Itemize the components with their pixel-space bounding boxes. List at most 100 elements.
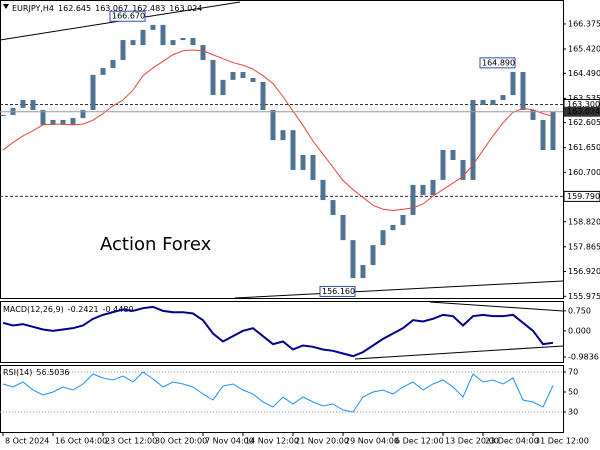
- candle: [520, 72, 526, 110]
- candle: [80, 109, 86, 119]
- annotation-label: 156.160: [322, 287, 355, 296]
- candle: [510, 72, 516, 96]
- candle: [160, 24, 166, 46]
- candle: [490, 100, 496, 106]
- candle: [300, 155, 306, 170]
- y-tick-label: 157.865: [568, 242, 600, 251]
- y-tick-label: 161.650: [568, 143, 600, 152]
- annotation-box: [319, 285, 356, 297]
- symbol-marker: [3, 4, 9, 9]
- series-line: [2, 371, 554, 413]
- candle: [210, 59, 216, 96]
- candle: [200, 45, 206, 60]
- candle: [340, 214, 346, 241]
- candle: [70, 118, 76, 125]
- candle: [320, 179, 326, 201]
- x-tick-label: 16 Oct 04:00: [55, 437, 107, 446]
- header-value: 163.067: [95, 4, 128, 13]
- panel-header: RSI(14) 56.5036: [3, 368, 70, 377]
- x-tick-label: 31 Dec 12:00: [535, 437, 589, 446]
- header-value: 162.483: [132, 4, 165, 13]
- header-value: -0.4480: [103, 305, 134, 314]
- candle: [60, 119, 66, 125]
- last-price-label: 163.024: [567, 107, 600, 116]
- candle: [350, 240, 356, 279]
- y-tick-label: 162.605: [568, 118, 600, 127]
- trend-line: [354, 345, 564, 360]
- indicator-name: MACD(12,26,9): [3, 305, 64, 314]
- candle: [310, 155, 316, 180]
- x-tick-label: 21 Nov 20:00: [295, 437, 349, 446]
- candle: [430, 179, 436, 196]
- candle: [540, 119, 546, 151]
- level-label: 163.300: [567, 100, 600, 109]
- annotation-label: 166.670: [112, 12, 145, 21]
- candle: [280, 130, 286, 141]
- x-tick-label: 23 Oct 12:00: [105, 437, 157, 446]
- candle: [30, 100, 36, 110]
- candle: [410, 184, 416, 215]
- x-tick-label: 6 Dec 12:00: [395, 437, 444, 446]
- candle: [150, 24, 156, 30]
- y-tick-label: 50: [568, 388, 578, 397]
- candle: [440, 150, 446, 180]
- y-tick-label: 165.420: [568, 44, 600, 53]
- y-tick-label: 163.535: [568, 94, 600, 103]
- candle: [240, 72, 246, 79]
- y-tick-label: 156.920: [568, 267, 600, 276]
- candle: [290, 130, 296, 170]
- candle: [530, 109, 536, 120]
- candle: [120, 40, 126, 60]
- x-tick-label: 13 Dec 20:00: [445, 437, 499, 446]
- candle: [500, 95, 506, 101]
- candle: [390, 224, 396, 231]
- y-tick-label: 30: [568, 408, 578, 417]
- candle: [40, 109, 46, 125]
- candle: [260, 81, 266, 110]
- annotation-box: [109, 10, 146, 22]
- series-line: [2, 49, 554, 212]
- candle: [470, 100, 476, 180]
- x-tick-label: 7 Nov 04:00: [205, 437, 254, 446]
- candle: [140, 29, 146, 46]
- indicator-name: RSI(14): [3, 368, 32, 377]
- panel-frame: [0, 301, 564, 363]
- candle: [480, 100, 486, 106]
- y-tick-label: 0.000: [568, 326, 591, 335]
- candle: [180, 37, 186, 41]
- y-tick-label: 158.820: [568, 217, 600, 226]
- candle: [130, 40, 136, 46]
- candle: [420, 184, 426, 196]
- y-tick-label: 0.750: [568, 306, 591, 315]
- annotation-box: [479, 57, 516, 69]
- candle: [550, 111, 556, 151]
- candle: [460, 159, 466, 180]
- trend-line: [429, 301, 564, 312]
- level-box: [563, 190, 600, 202]
- candle: [110, 59, 116, 69]
- y-tick-label: -0.9836: [568, 353, 599, 362]
- x-tick-label: 23 Dec 04:00: [485, 437, 539, 446]
- header-value: 163.024: [169, 4, 202, 13]
- candle: [190, 37, 196, 46]
- header-value: -0.2421: [68, 305, 99, 314]
- panel-frame: [0, 365, 564, 433]
- candle: [230, 72, 236, 80]
- y-tick-label: 155.975: [568, 292, 600, 301]
- y-tick-label: 160.700: [568, 168, 600, 177]
- x-tick-label: 29 Nov 04:00: [345, 437, 399, 446]
- trend-line: [234, 280, 564, 299]
- candle: [50, 119, 56, 125]
- candle: [370, 245, 376, 266]
- panel-frame: [0, 0, 564, 299]
- y-tick-label: 70: [568, 368, 578, 377]
- y-tick-label: 166.375: [568, 19, 600, 28]
- candle: [400, 214, 406, 225]
- candle: [220, 79, 226, 96]
- candle: [380, 230, 386, 246]
- y-tick-label: 164.490: [568, 69, 600, 78]
- candle: [330, 200, 336, 215]
- x-tick-label: 30 Oct 20:00: [155, 437, 207, 446]
